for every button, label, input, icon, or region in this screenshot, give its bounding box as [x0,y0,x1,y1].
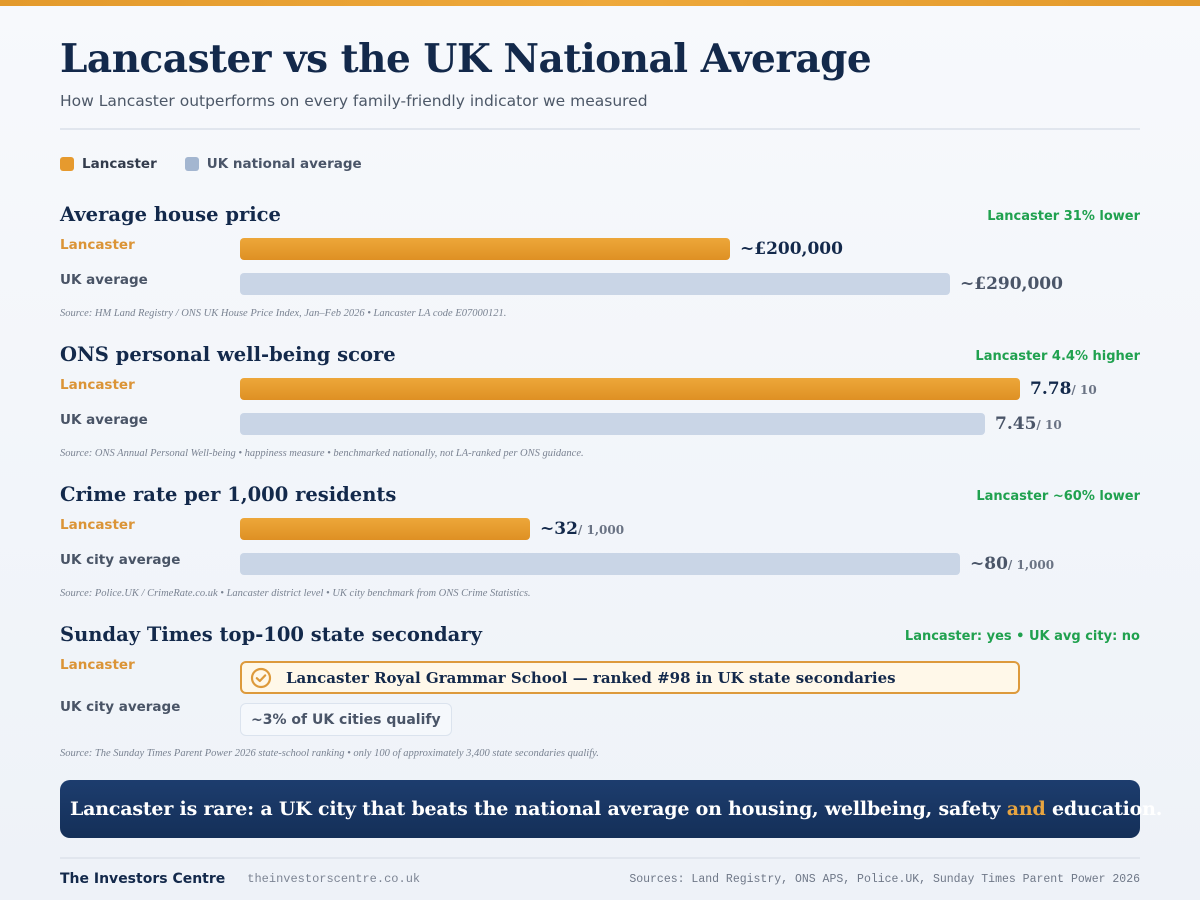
row-label-uk: UK city average [60,552,181,568]
row-label-uk: UK city average [60,699,181,715]
legend: Lancaster UK national average [60,156,362,172]
delta-badge: Lancaster 31% lower [987,209,1140,224]
top-accent-bar [0,0,1200,6]
school-callout: Lancaster Royal Grammar School — ranked … [240,661,1020,694]
summary-highlight: and [1006,798,1046,820]
check-circle-icon [250,667,272,688]
legend-item-uk: UK national average [184,156,362,172]
value-lancaster: ~32/ 1,000 [540,519,625,539]
brand-name: The Investors Centre [60,871,226,887]
value-uk: ~80/ 1,000 [970,554,1055,574]
delta-badge: Lancaster 4.4% higher [975,349,1140,364]
row-label-lancaster: Lancaster [60,237,135,253]
legend-swatch-uk [184,157,199,171]
source-note: Source: The Sunday Times Parent Power 20… [60,748,599,759]
site-url[interactable]: theinvestorscentre.co.uk [247,872,421,886]
source-note: Source: ONS Annual Personal Well-being •… [60,448,584,459]
uk-qualify-pill: ~3% of UK cities qualify [240,703,452,736]
delta-badge: Lancaster ~60% lower [976,489,1140,504]
bar-lancaster [240,378,1020,400]
footer-divider [60,857,1140,859]
section-title: Average house price [60,203,281,226]
footer-sources: Sources: Land Registry, ONS APS, Police.… [629,872,1140,886]
value-lancaster: ~£200,000 [740,239,843,259]
delta-badge: Lancaster: yes • UK avg city: no [904,629,1140,644]
section-title: Sunday Times top-100 state secondary [60,623,482,646]
section-title: ONS personal well-being score [60,343,396,366]
bar-uk [240,553,960,575]
row-label-lancaster: Lancaster [60,657,135,673]
school-text: Lancaster Royal Grammar School — ranked … [286,668,896,687]
row-label-lancaster: Lancaster [60,377,135,393]
row-label-lancaster: Lancaster [60,517,135,533]
summary-text: Lancaster is rare: a UK city that beats … [70,798,1163,820]
source-note: Source: HM Land Registry / ONS UK House … [60,308,507,319]
row-label-uk: UK average [60,272,148,288]
value-uk: ~£290,000 [960,274,1063,294]
header-divider [60,128,1140,130]
row-label-uk: UK average [60,412,148,428]
value-uk: 7.45/ 10 [995,414,1062,434]
bar-lancaster [240,518,530,540]
bar-lancaster [240,238,730,260]
source-note: Source: Police.UK / CrimeRate.co.uk • La… [60,588,531,599]
section-title: Crime rate per 1,000 residents [60,483,397,506]
footer: The Investors Centre theinvestorscentre.… [60,871,1140,887]
bar-uk [240,413,985,435]
bar-uk [240,273,950,295]
legend-label-uk: UK national average [206,156,362,172]
summary-banner: Lancaster is rare: a UK city that beats … [60,780,1162,838]
page-subtitle: How Lancaster outperforms on every famil… [60,92,648,110]
value-lancaster: 7.78/ 10 [1030,379,1097,399]
legend-label-lancaster: Lancaster [82,156,157,172]
page-title: Lancaster vs the UK National Average [60,36,872,82]
legend-item-lancaster: Lancaster [60,156,157,172]
legend-swatch-lancaster [60,157,74,171]
